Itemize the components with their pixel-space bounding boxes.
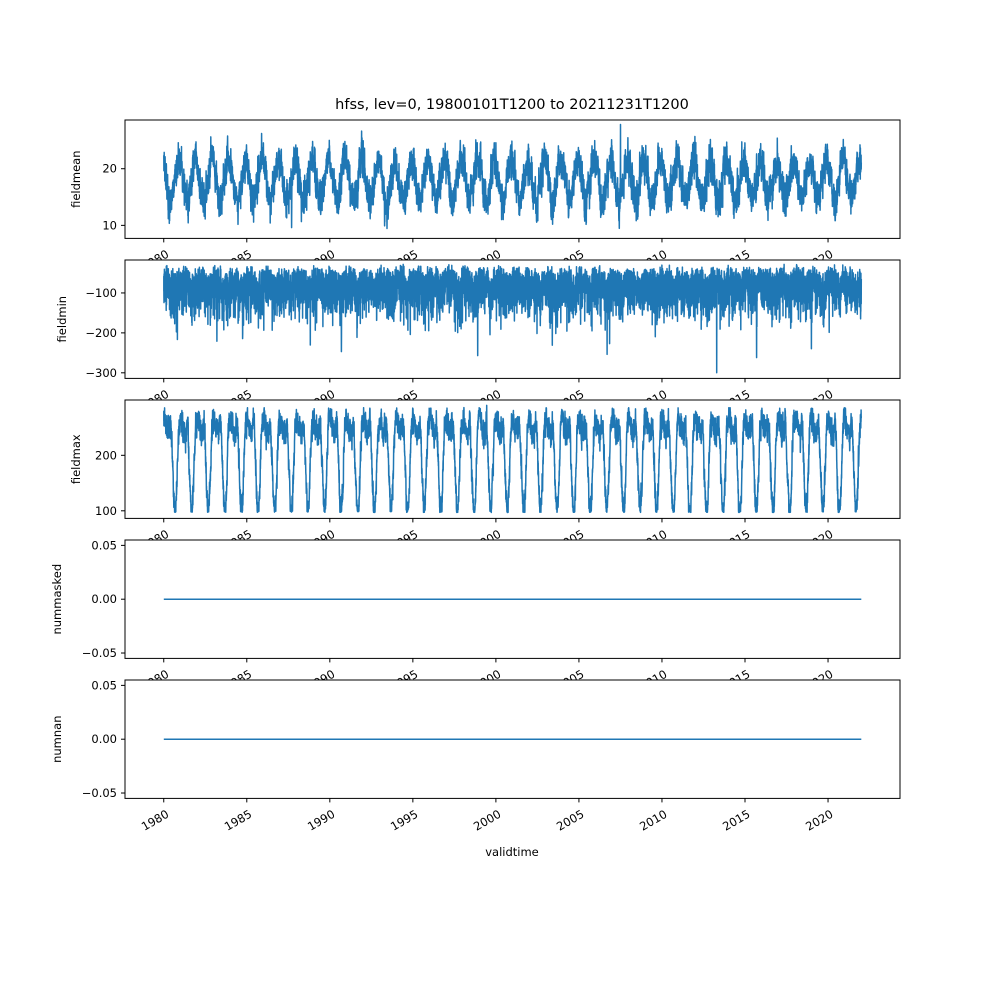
y-tick-label: 0.05 (91, 678, 117, 692)
y-tick-label: −200 (85, 326, 117, 340)
y-axis-label-numnan: numnan (50, 715, 64, 762)
y-axis-label-fieldmin: fieldmin (55, 296, 69, 343)
figure-title: hfss, lev=0, 19800101T1200 to 20211231T1… (335, 97, 689, 113)
y-tick-label: 0.00 (91, 732, 117, 746)
series-line-fieldmin (163, 263, 863, 374)
y-tick-label: 0.00 (91, 592, 117, 606)
y-axis-label-fieldmean: fieldmean (69, 150, 83, 207)
y-tick-label: −300 (85, 366, 117, 380)
series-line-fieldmax (163, 404, 863, 514)
y-tick-label: −0.05 (82, 646, 117, 660)
y-tick-label: −0.05 (82, 786, 117, 800)
axes-spines (124, 259, 901, 379)
y-tick-label: 100 (95, 504, 117, 518)
y-tick-label: 0.05 (91, 538, 117, 552)
y-tick-label: 10 (102, 218, 117, 232)
axes-spines (124, 399, 901, 519)
axes-spines (124, 119, 901, 239)
series-line-fieldmean (163, 123, 863, 230)
y-tick-label: 20 (102, 162, 117, 176)
y-tick-label: 200 (95, 448, 117, 462)
y-tick-label: −100 (85, 286, 117, 300)
x-axis-label: validtime (485, 845, 539, 859)
y-axis-label-nummasked: nummasked (50, 564, 64, 635)
y-axis-label-fieldmax: fieldmax (69, 434, 83, 484)
